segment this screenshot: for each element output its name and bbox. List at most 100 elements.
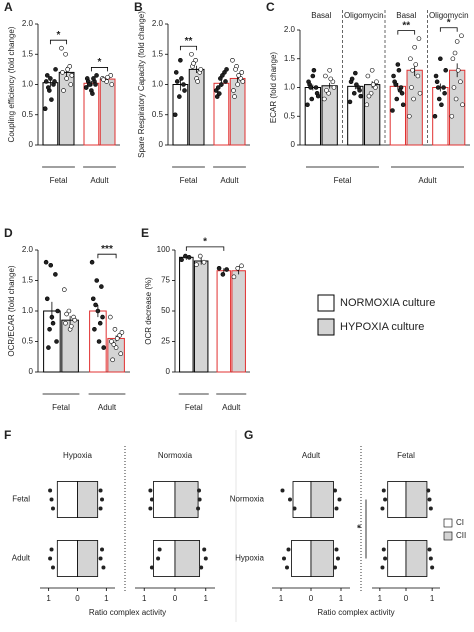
- y-tick-label: 1.5: [284, 54, 296, 63]
- data-point: [313, 85, 319, 90]
- data-point: [308, 85, 313, 90]
- data-point: [358, 93, 363, 99]
- data-point: [202, 547, 207, 552]
- data-point: [48, 556, 53, 561]
- data-point: [44, 73, 50, 78]
- y-tick-label: 25: [161, 337, 170, 346]
- data-point: [50, 506, 55, 511]
- significance-label: **: [185, 36, 193, 47]
- data-point: [157, 547, 162, 552]
- data-point: [149, 565, 154, 570]
- data-point: [94, 278, 100, 283]
- data-point: [96, 339, 102, 344]
- data-point: [305, 102, 310, 108]
- data-point: [328, 76, 334, 82]
- data-point: [119, 330, 125, 335]
- data-point: [99, 284, 104, 289]
- data-point: [66, 308, 72, 314]
- data-point: [434, 79, 440, 85]
- data-point: [453, 96, 459, 102]
- data-point: [197, 488, 201, 493]
- y-tick-label: 2.0: [284, 25, 296, 34]
- legend-label: CI: [456, 518, 464, 527]
- data-point: [239, 70, 245, 75]
- data-point: [233, 67, 238, 72]
- data-point: [230, 57, 235, 63]
- y-tick-label: 1.0: [22, 80, 34, 89]
- legend-swatch: [443, 518, 453, 528]
- data-point: [280, 488, 285, 493]
- bar: [174, 481, 199, 518]
- data-point: [98, 506, 103, 511]
- data-point: [55, 308, 60, 314]
- data-point: [90, 91, 95, 96]
- data-point: [337, 497, 342, 502]
- data-point: [183, 253, 188, 259]
- data-point: [91, 76, 96, 81]
- data-point: [235, 82, 240, 87]
- bar: [387, 481, 407, 518]
- data-point: [286, 547, 291, 552]
- data-point: [198, 67, 204, 72]
- x-tick-label: 1: [339, 594, 344, 603]
- x-tick-label: 0: [173, 594, 178, 603]
- data-point: [435, 85, 441, 90]
- data-point: [50, 320, 56, 326]
- y-tick-label: 0.5: [22, 110, 34, 119]
- data-point: [223, 79, 228, 84]
- x-tick-label: 1: [430, 594, 435, 603]
- data-point: [43, 259, 49, 265]
- data-point: [62, 287, 67, 292]
- bar: [406, 69, 423, 146]
- data-point: [443, 67, 448, 73]
- y-tick-label: 0: [29, 140, 34, 149]
- data-point: [427, 547, 432, 552]
- data-point: [442, 90, 447, 96]
- y-tick-label: 0: [29, 367, 34, 376]
- data-point: [365, 73, 371, 79]
- data-point: [112, 326, 118, 332]
- significance-bracket: [97, 253, 117, 259]
- legend-label: HYPOXIA culture: [340, 321, 424, 333]
- bar: [77, 540, 99, 577]
- y-tick-label: 75: [161, 276, 170, 285]
- data-point: [156, 556, 161, 561]
- data-point: [310, 73, 316, 79]
- data-point: [380, 565, 385, 570]
- data-point: [285, 565, 289, 570]
- data-point: [454, 39, 460, 44]
- data-point: [353, 70, 358, 76]
- data-point: [436, 96, 442, 102]
- data-point: [100, 314, 105, 320]
- data-point: [177, 94, 182, 99]
- data-point: [432, 113, 438, 119]
- data-point: [331, 85, 337, 90]
- data-point: [98, 556, 103, 561]
- category-label: Fetal: [50, 176, 68, 185]
- data-point: [94, 73, 99, 78]
- data-point: [347, 99, 353, 105]
- data-point: [452, 50, 458, 56]
- x-tick-label: 1: [279, 594, 284, 603]
- data-point: [449, 113, 455, 119]
- data-point: [174, 79, 180, 84]
- panel-title: Fetal: [397, 451, 415, 460]
- data-point: [46, 345, 51, 350]
- data-point: [148, 488, 153, 493]
- y-tick-label: 0.5: [284, 111, 296, 120]
- data-point: [100, 497, 105, 502]
- data-point: [282, 556, 286, 561]
- y-tick-label: 2.0: [22, 19, 34, 28]
- y-tick-label: 1.0: [284, 83, 296, 92]
- data-point: [203, 556, 208, 561]
- data-point: [93, 82, 98, 87]
- data-point: [48, 262, 54, 268]
- data-point: [411, 96, 416, 102]
- y-axis-label: OCR/ECAR (fold change): [7, 265, 16, 356]
- data-point: [149, 497, 154, 502]
- data-point: [64, 76, 69, 81]
- data-point: [412, 44, 417, 50]
- bar: [387, 540, 407, 577]
- y-tick-label: 1.5: [22, 276, 34, 285]
- data-point: [239, 263, 244, 269]
